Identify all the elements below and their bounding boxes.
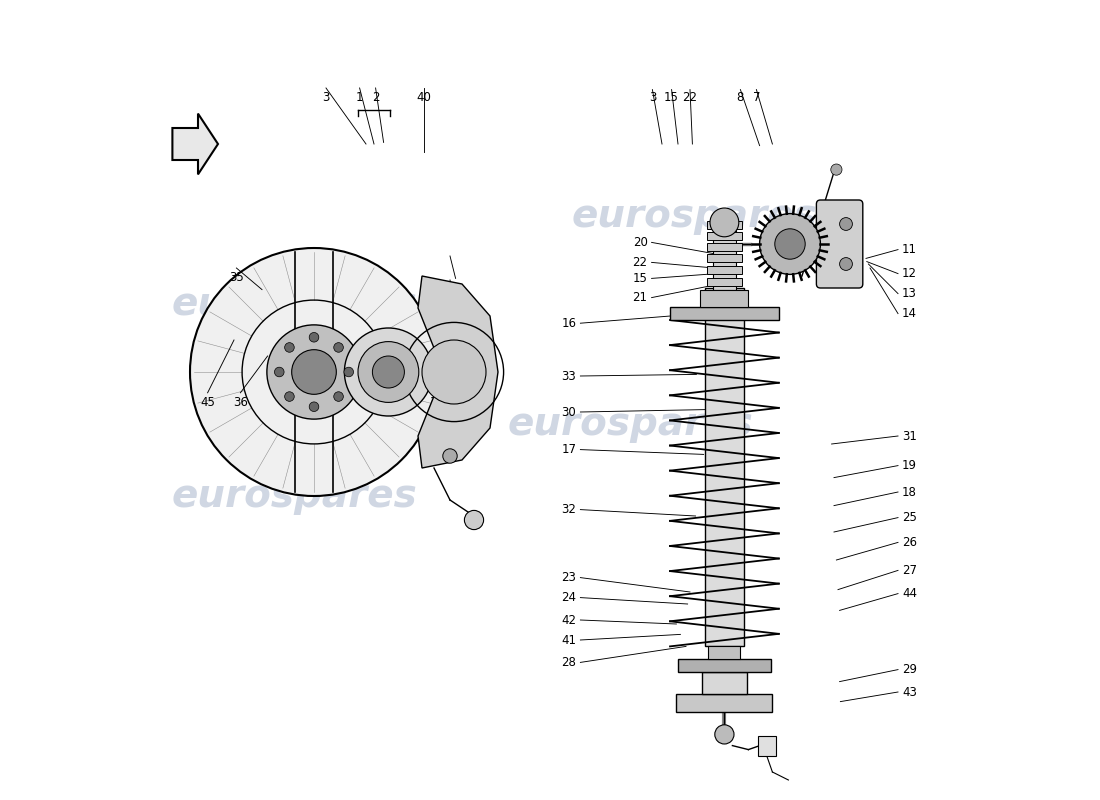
Text: 44: 44 xyxy=(902,587,917,600)
Text: 22: 22 xyxy=(682,91,697,104)
Text: 4: 4 xyxy=(376,396,384,409)
Circle shape xyxy=(333,392,343,402)
Text: 12: 12 xyxy=(902,267,917,280)
Text: 45: 45 xyxy=(200,396,214,409)
Circle shape xyxy=(715,725,734,744)
Circle shape xyxy=(285,342,294,352)
Circle shape xyxy=(292,350,337,394)
Text: 32: 32 xyxy=(561,503,576,516)
Circle shape xyxy=(464,510,484,530)
Circle shape xyxy=(190,248,438,496)
Text: eurospares: eurospares xyxy=(571,197,817,235)
Bar xyxy=(676,694,772,712)
Text: 38: 38 xyxy=(448,336,463,349)
Bar xyxy=(705,288,744,646)
Text: 3: 3 xyxy=(452,282,460,294)
Text: 36: 36 xyxy=(233,396,248,409)
Circle shape xyxy=(839,258,853,270)
Text: 34: 34 xyxy=(296,396,311,409)
Text: 11: 11 xyxy=(902,243,917,256)
Text: 35: 35 xyxy=(229,271,244,284)
Text: 42: 42 xyxy=(561,614,576,626)
Circle shape xyxy=(285,392,294,402)
Text: 22: 22 xyxy=(632,256,648,269)
Text: 3: 3 xyxy=(322,91,330,104)
Circle shape xyxy=(344,328,432,416)
Text: eurospares: eurospares xyxy=(507,405,752,443)
Bar xyxy=(708,646,740,659)
Circle shape xyxy=(275,367,284,377)
Circle shape xyxy=(774,229,805,259)
Bar xyxy=(758,736,776,756)
Text: 19: 19 xyxy=(902,459,917,472)
Circle shape xyxy=(309,402,319,411)
Circle shape xyxy=(333,342,343,352)
Text: 40: 40 xyxy=(416,91,431,104)
Bar xyxy=(702,672,747,694)
Text: 17: 17 xyxy=(561,443,576,456)
Circle shape xyxy=(267,325,361,419)
Bar xyxy=(707,221,743,229)
Text: 31: 31 xyxy=(902,430,917,442)
Text: 26: 26 xyxy=(902,536,917,549)
Text: 21: 21 xyxy=(632,291,648,304)
Text: 9: 9 xyxy=(813,224,821,237)
Text: 8: 8 xyxy=(737,91,744,104)
Text: 33: 33 xyxy=(562,370,576,382)
Circle shape xyxy=(443,449,458,463)
Text: 6: 6 xyxy=(341,396,348,409)
Bar xyxy=(713,224,736,290)
Bar xyxy=(707,278,743,286)
Text: 2: 2 xyxy=(372,91,379,104)
Bar xyxy=(707,243,743,251)
Text: 39: 39 xyxy=(448,310,463,322)
Text: 10: 10 xyxy=(833,224,847,237)
Text: eurospares: eurospares xyxy=(172,477,417,515)
Bar xyxy=(678,659,771,672)
Circle shape xyxy=(839,218,853,230)
Text: 20: 20 xyxy=(632,236,648,249)
Text: 16: 16 xyxy=(561,317,576,330)
Text: 7: 7 xyxy=(752,91,760,104)
Bar xyxy=(707,232,743,240)
Polygon shape xyxy=(418,276,498,468)
Bar xyxy=(707,266,743,274)
Circle shape xyxy=(710,208,739,237)
Circle shape xyxy=(309,333,319,342)
Text: eurospares: eurospares xyxy=(172,285,417,323)
Text: 37: 37 xyxy=(429,396,443,409)
Circle shape xyxy=(760,214,821,274)
Text: 23: 23 xyxy=(561,571,576,584)
Text: 5: 5 xyxy=(793,224,800,237)
Circle shape xyxy=(373,356,405,388)
Text: 18: 18 xyxy=(902,486,917,498)
Text: 27: 27 xyxy=(902,564,917,577)
Circle shape xyxy=(344,367,353,377)
Polygon shape xyxy=(173,114,218,174)
Text: 15: 15 xyxy=(664,91,679,104)
Text: 1: 1 xyxy=(356,91,363,104)
Circle shape xyxy=(830,164,842,175)
Bar xyxy=(701,290,748,307)
Text: 29: 29 xyxy=(902,663,917,676)
Circle shape xyxy=(422,340,486,404)
Bar xyxy=(670,307,779,320)
Text: 15: 15 xyxy=(632,272,648,285)
Text: 30: 30 xyxy=(562,406,576,418)
Bar xyxy=(707,254,743,262)
Text: 24: 24 xyxy=(561,591,576,604)
FancyBboxPatch shape xyxy=(816,200,862,288)
Text: 3: 3 xyxy=(649,91,656,104)
Text: 28: 28 xyxy=(561,656,576,669)
Text: 41: 41 xyxy=(561,634,576,646)
Text: 13: 13 xyxy=(902,287,917,300)
Text: 25: 25 xyxy=(902,511,917,524)
Text: 43: 43 xyxy=(902,686,917,698)
Text: 14: 14 xyxy=(902,307,917,320)
Circle shape xyxy=(358,342,419,402)
